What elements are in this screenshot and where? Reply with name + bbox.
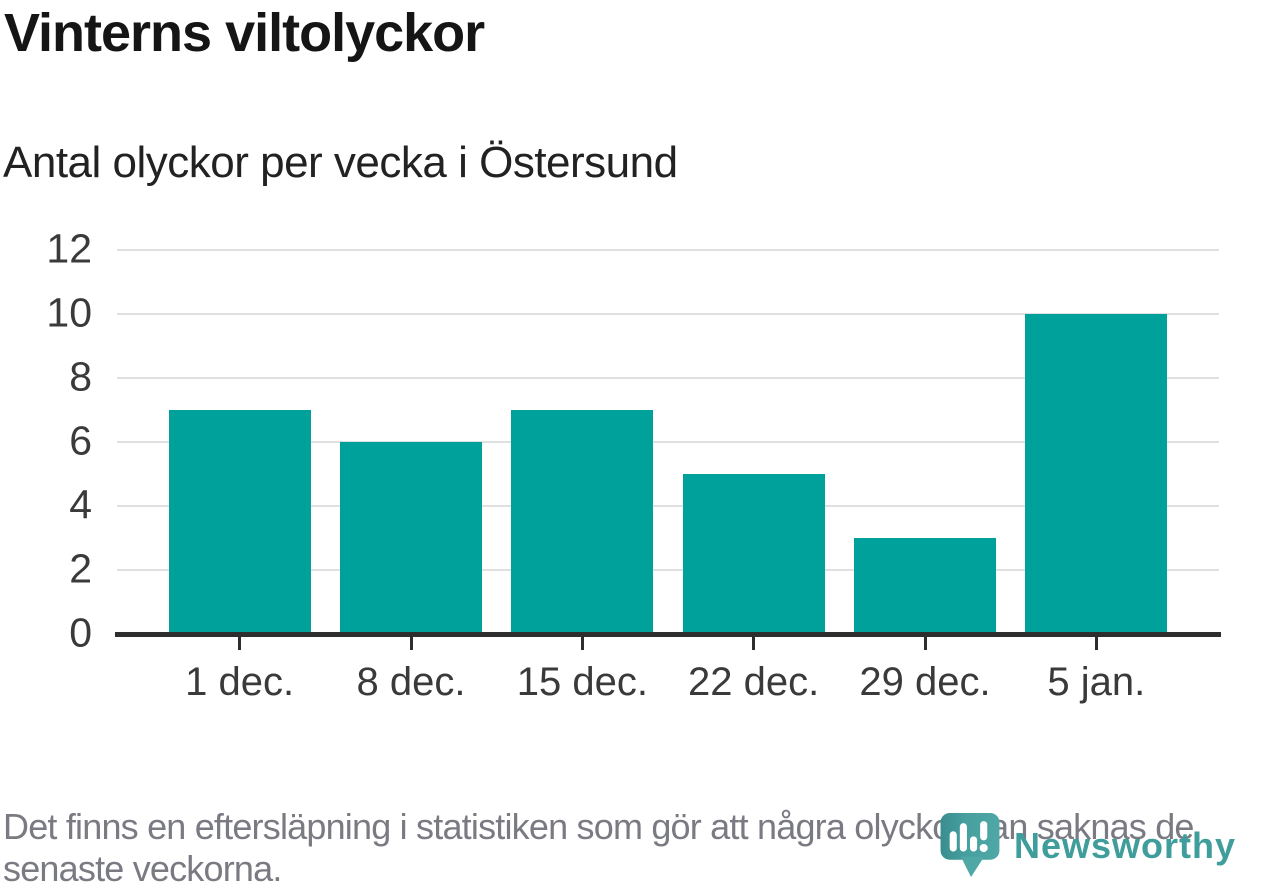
gridline	[117, 505, 1219, 507]
x-axis-tick-label: 29 dec.	[859, 660, 991, 704]
gridline	[117, 249, 1219, 251]
x-axis-tick	[238, 637, 242, 650]
bar	[511, 410, 654, 634]
x-axis-tick	[580, 637, 584, 650]
footnote-line-2: senaste veckorna.	[3, 848, 282, 889]
x-axis-tick-label: 15 dec.	[516, 660, 648, 704]
y-axis-tick-label: 10	[46, 289, 92, 336]
newsworthy-logo-text: Newsworthy	[1014, 825, 1237, 866]
gridline	[117, 377, 1219, 379]
chart-subtitle: Antal olyckor per vecka i Östersund	[3, 138, 678, 187]
x-axis-tick	[1094, 637, 1098, 650]
y-axis-tick-label: 4	[69, 481, 92, 528]
y-axis-tick-label: 8	[69, 353, 92, 400]
y-axis-tick-label: 2	[69, 545, 92, 592]
x-axis-tick-label: 8 dec.	[356, 660, 466, 704]
gridline	[117, 569, 1219, 571]
bar	[854, 538, 996, 634]
bar	[168, 410, 311, 634]
y-axis-tick-label: 12	[46, 225, 92, 272]
x-axis-tick	[923, 637, 927, 650]
y-axis-tick-label: 0	[69, 609, 92, 656]
gridline	[117, 441, 1219, 443]
x-axis-tick-label: 5 jan.	[1047, 660, 1146, 704]
chart-title: Vinterns viltolyckor	[4, 3, 485, 63]
x-axis-tick	[409, 637, 413, 650]
x-axis-line	[115, 632, 1221, 637]
bar	[682, 474, 825, 634]
gridline	[117, 313, 1219, 315]
x-axis-tick	[752, 637, 756, 650]
bar	[340, 442, 482, 634]
x-axis-tick-label: 1 dec.	[185, 660, 295, 704]
newsworthy-logo: Newsworthy	[936, 812, 1236, 879]
x-axis-tick-label: 22 dec.	[688, 660, 820, 704]
newsworthy-logo-icon	[940, 813, 1000, 877]
y-axis-tick-label: 6	[69, 417, 92, 464]
bar	[1025, 314, 1168, 634]
